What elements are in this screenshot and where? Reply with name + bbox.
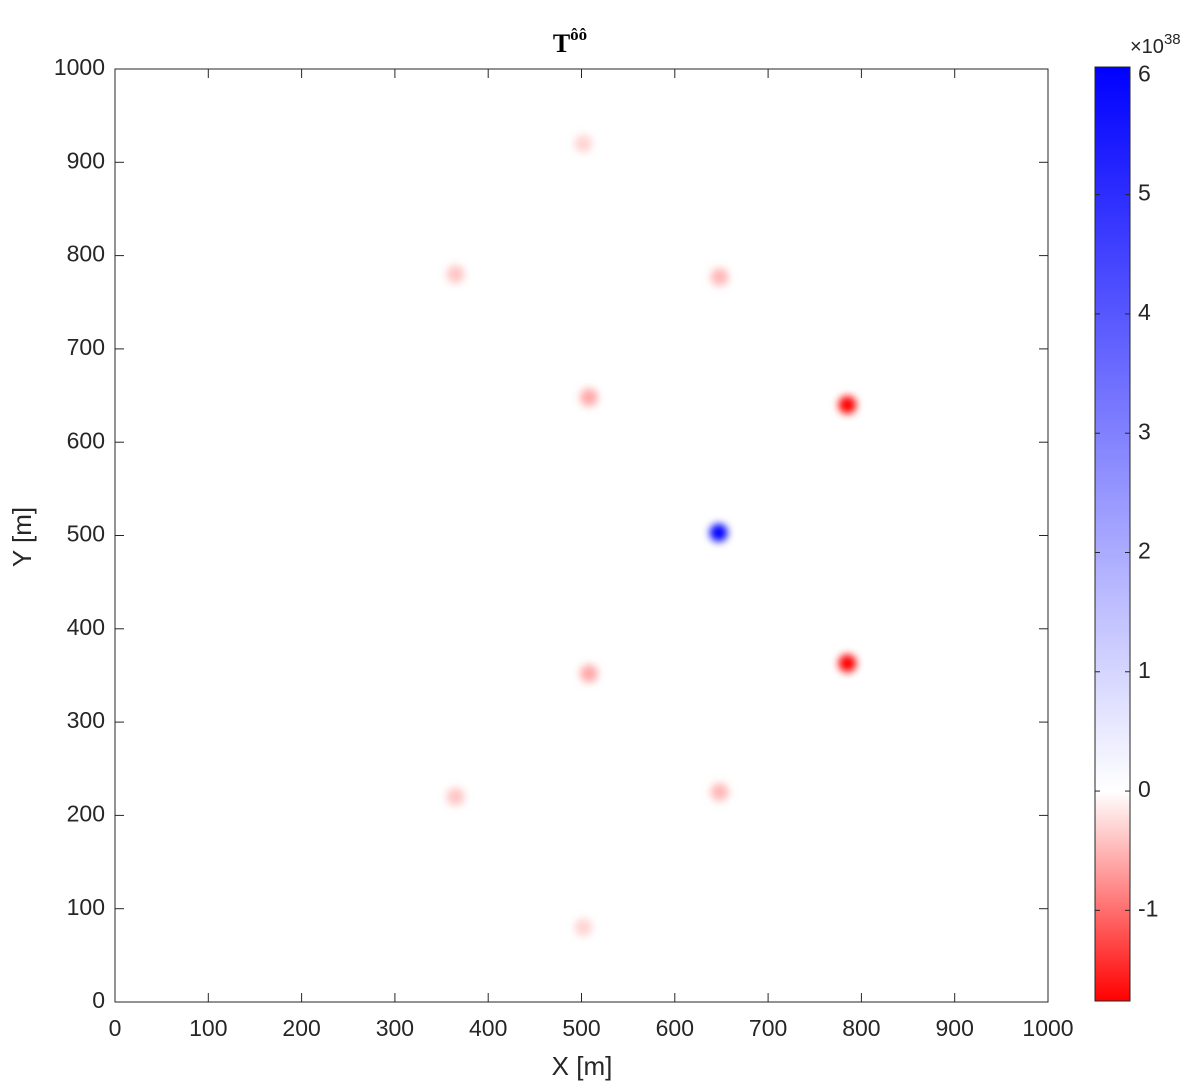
heat-blob xyxy=(838,395,857,414)
x-tick-label: 600 xyxy=(656,1015,694,1041)
colorbar-tick-label: 2 xyxy=(1138,538,1151,564)
heat-blob xyxy=(579,664,598,683)
y-tick-label: 400 xyxy=(67,614,105,640)
x-tick-label: 0 xyxy=(109,1015,122,1041)
x-tick-label: 100 xyxy=(189,1015,227,1041)
x-tick-label: 200 xyxy=(282,1015,320,1041)
heat-blob xyxy=(574,918,593,937)
y-tick-label: 300 xyxy=(67,707,105,733)
y-tick-label: 100 xyxy=(67,894,105,920)
title-superscript: ôô xyxy=(570,25,587,44)
x-tick-label: 700 xyxy=(749,1015,787,1041)
chart-title: Tôô xyxy=(553,25,587,58)
y-tick-label: 1000 xyxy=(54,54,105,80)
colorbar-tick-label: 0 xyxy=(1138,776,1151,802)
multiplier-base: ×10 xyxy=(1130,36,1164,58)
multiplier-exponent: 38 xyxy=(1164,31,1181,48)
y-tick-label: 800 xyxy=(67,241,105,267)
heat-blob xyxy=(710,783,729,802)
y-tick-label: 900 xyxy=(67,147,105,173)
colorbar xyxy=(1094,66,1131,1002)
y-tick-label: 700 xyxy=(67,334,105,360)
y-axis-label: Y [m] xyxy=(7,507,37,567)
colorbar-tick-label: 3 xyxy=(1138,418,1151,444)
y-tick-label: 600 xyxy=(67,427,105,453)
heat-blob xyxy=(709,523,728,542)
x-tick-label: 400 xyxy=(469,1015,507,1041)
colorbar-tick-label: 5 xyxy=(1138,180,1151,206)
colorbar-tick-label: 1 xyxy=(1138,657,1151,683)
x-tick-label: 300 xyxy=(376,1015,414,1041)
heat-blob xyxy=(446,265,465,284)
y-tick-label: 0 xyxy=(92,987,105,1013)
heat-blob xyxy=(446,787,465,806)
heat-blob xyxy=(838,654,857,673)
colorbar-tick-label: 6 xyxy=(1138,60,1151,86)
y-tick-label: 200 xyxy=(67,800,105,826)
heat-blob xyxy=(574,134,593,153)
heat-blob xyxy=(579,388,598,407)
x-tick-label: 1000 xyxy=(1022,1015,1073,1041)
colorbar-tick-label: -1 xyxy=(1138,895,1158,921)
x-tick-label: 800 xyxy=(842,1015,880,1041)
x-tick-label: 900 xyxy=(936,1015,974,1041)
y-tick-label: 500 xyxy=(67,521,105,547)
title-main: T xyxy=(553,29,570,58)
x-axis-label: X [m] xyxy=(552,1051,613,1081)
x-tick-label: 500 xyxy=(562,1015,600,1041)
colorbar-tick-label: 4 xyxy=(1138,299,1151,325)
heat-blob xyxy=(710,268,729,287)
colorbar-multiplier: ×1038 xyxy=(1130,31,1181,58)
